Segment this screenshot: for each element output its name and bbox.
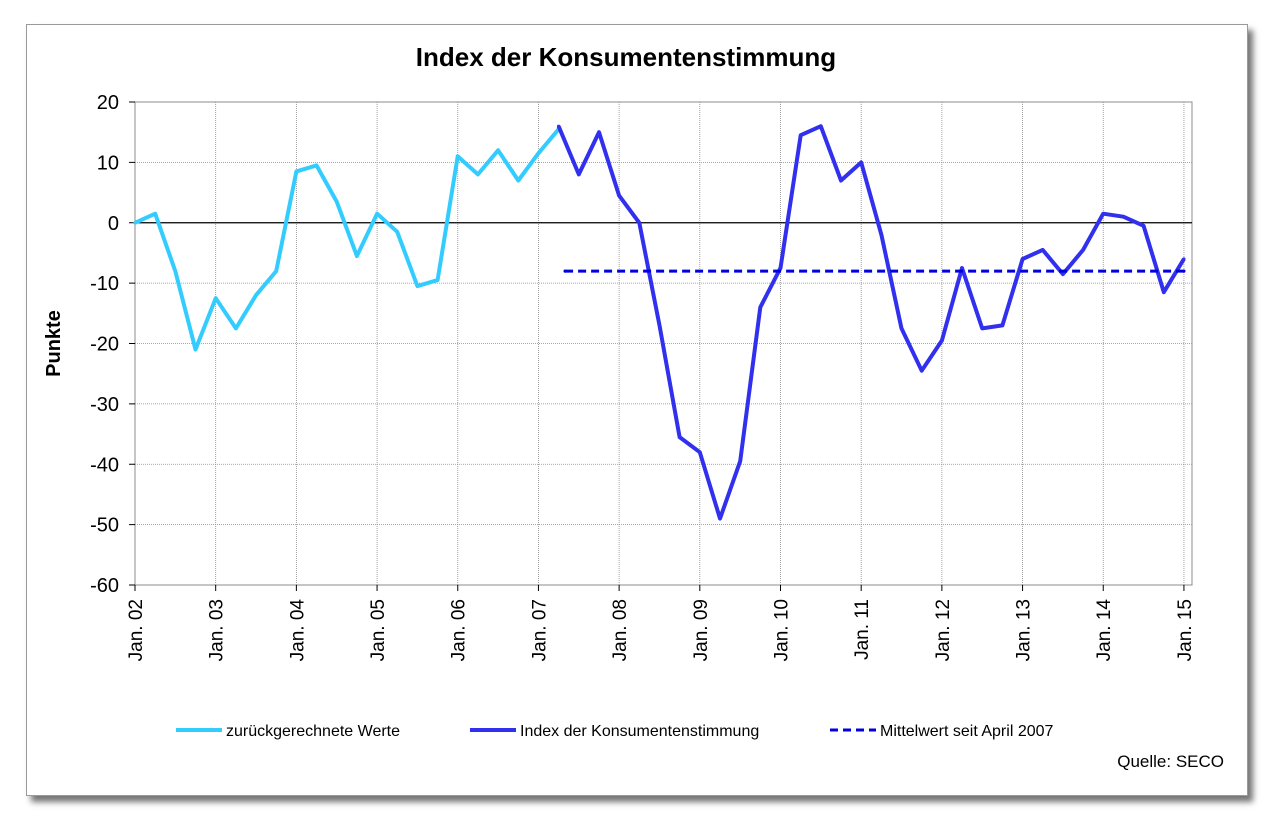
data-point: [133, 221, 137, 225]
data-point: [456, 154, 460, 158]
data-point: [1021, 257, 1025, 261]
data-point: [799, 133, 803, 137]
x-tick-label: Jan. 13: [1014, 599, 1035, 661]
data-point: [274, 269, 278, 273]
y-tick-label: -20: [90, 334, 119, 356]
data-point: [234, 326, 238, 330]
y-tick-label: -50: [90, 515, 119, 537]
data-point: [355, 254, 359, 258]
x-tick-label: Jan. 15: [1175, 599, 1196, 661]
data-point: [436, 278, 440, 282]
data-point: [960, 266, 964, 270]
data-point: [1182, 257, 1186, 261]
y-tick-label: 10: [97, 152, 119, 174]
data-point: [294, 169, 298, 173]
data-point: [899, 326, 904, 330]
y-tick-label: -10: [90, 273, 119, 295]
x-tick-label: Jan. 09: [691, 599, 712, 661]
data-point: [940, 338, 944, 343]
x-tick-label: Jan. 04: [287, 599, 308, 662]
data-point: [1081, 248, 1085, 252]
data-point: [214, 296, 218, 300]
data-point: [1101, 212, 1105, 216]
y-tick-label: 20: [97, 92, 119, 114]
data-point: [395, 230, 399, 234]
y-tick-label: -40: [90, 454, 119, 476]
data-point: [1182, 269, 1186, 273]
data-point: [1041, 248, 1045, 252]
data-point: [577, 172, 581, 176]
legend-label: Mittelwert seit April 2007: [880, 723, 1054, 740]
series-line-0: [134, 127, 561, 352]
x-tick-label: Jan. 14: [1094, 599, 1115, 662]
data-point: [516, 178, 520, 183]
source-note: Quelle: SECO: [1117, 752, 1224, 771]
data-point: [758, 305, 762, 309]
data-point: [698, 450, 702, 454]
data-point: [314, 163, 319, 167]
data-point: [563, 269, 567, 273]
data-point: [153, 212, 157, 216]
data-point: [496, 148, 500, 152]
data-point: [657, 323, 662, 327]
x-tick-label: Jan. 05: [368, 599, 389, 661]
x-tick-label: Jan. 02: [126, 599, 147, 661]
x-tick-label: Jan. 10: [771, 599, 792, 661]
x-tick-label: Jan. 06: [449, 599, 470, 661]
y-tick-label: 0: [108, 213, 119, 235]
data-point: [1142, 224, 1146, 228]
data-point: [738, 459, 742, 463]
data-point: [920, 369, 924, 373]
data-point: [637, 221, 641, 225]
x-tick-label: Jan. 03: [207, 599, 228, 661]
legend: zurückgerechnete Werte Index der Konsumen…: [176, 723, 1054, 740]
data-point: [415, 284, 419, 288]
y-tick-label: -30: [90, 394, 119, 416]
chart-title: Index der Konsumentenstimmung: [415, 42, 837, 72]
x-tick-label: Jan. 12: [933, 599, 954, 661]
legend-label: Index der Konsumentenstimmung: [520, 723, 759, 740]
data-point: [678, 435, 682, 439]
x-tick-label: Jan. 11: [852, 599, 873, 660]
legend-label: zurückgerechnete Werte: [226, 723, 400, 740]
data-point: [778, 266, 783, 270]
data-point: [819, 124, 823, 128]
data-point: [1162, 290, 1166, 294]
series-lines: [133, 124, 1186, 521]
y-axis: 20 10 0 -10 -20 -30 -40 -50 -60 Punkte: [43, 92, 135, 597]
data-point: [839, 178, 843, 183]
data-point: [193, 347, 198, 352]
data-point: [557, 124, 561, 128]
data-point: [1121, 215, 1125, 219]
data-point: [1061, 272, 1065, 276]
data-point: [335, 200, 339, 204]
data-point: [476, 172, 480, 176]
data-point: [597, 130, 601, 134]
data-point: [1000, 323, 1005, 327]
data-point: [536, 151, 541, 155]
data-point: [254, 293, 258, 297]
y-tick-label: -60: [90, 575, 119, 597]
data-point: [718, 517, 722, 521]
series-line-1: [556, 124, 1186, 521]
data-point: [173, 269, 177, 273]
data-point: [859, 160, 863, 164]
x-tick-label: Jan. 07: [529, 599, 550, 661]
chart-card: [26, 24, 1248, 796]
x-axis: Jan. 02 Jan. 03 Jan. 04 Jan. 05 Jan. 06 Jan. …: [126, 585, 1196, 661]
data-point: [879, 233, 884, 237]
data-point: [375, 212, 379, 216]
data-point: [617, 194, 621, 198]
data-point: [980, 326, 984, 330]
y-axis-label: Punkte: [43, 310, 65, 377]
x-tick-label: Jan. 08: [610, 599, 631, 661]
